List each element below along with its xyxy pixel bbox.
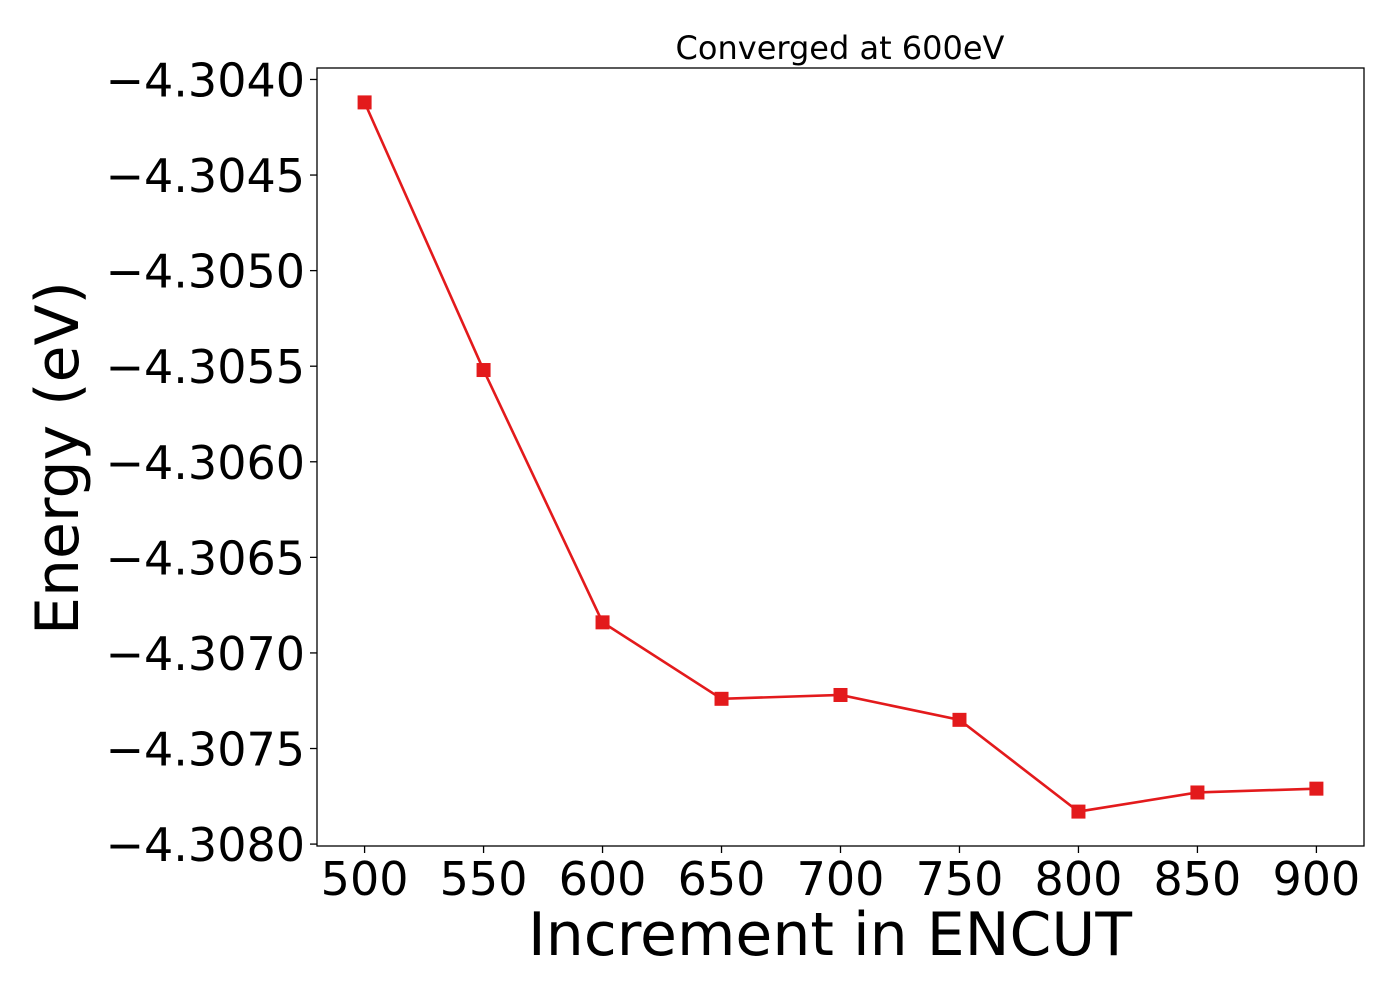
x-tick-label: 850 <box>1154 852 1242 906</box>
y-axis-label: Energy (eV) <box>23 281 93 635</box>
x-axis-label: Increment in ENCUT <box>528 900 1132 970</box>
x-axis-ticks: 500 550 600 650 700 750 800 850 900 <box>321 846 1361 906</box>
x-tick-label: 600 <box>559 852 647 906</box>
data-point-marker <box>833 687 848 702</box>
y-tick-label: −4.3065 <box>106 531 306 585</box>
data-point-marker <box>952 712 967 727</box>
chart-title: Converged at 600eV <box>676 29 1005 67</box>
y-tick-label: −4.3045 <box>106 149 306 203</box>
y-tick-label: −4.3080 <box>106 818 306 872</box>
x-tick-label: 500 <box>321 852 409 906</box>
x-tick-label: 650 <box>678 852 766 906</box>
y-axis-ticks: −4.3040 −4.3045 −4.3050 −4.3055 −4.3060 −4.30… <box>106 53 317 872</box>
y-tick-label: −4.3050 <box>106 245 306 299</box>
y-tick-label: −4.3075 <box>106 723 306 777</box>
plot-area <box>316 67 1365 847</box>
x-tick-label: 550 <box>440 852 528 906</box>
data-point-marker <box>595 615 610 630</box>
x-tick-label: 750 <box>916 852 1004 906</box>
x-tick-label: 800 <box>1035 852 1123 906</box>
y-tick-label: −4.3060 <box>106 436 306 490</box>
data-point-marker <box>1071 804 1086 819</box>
x-tick-label: 700 <box>797 852 885 906</box>
y-tick-label: −4.3040 <box>106 53 306 107</box>
y-tick-label: −4.3055 <box>106 340 306 394</box>
data-point-marker <box>476 363 491 378</box>
y-tick-label: −4.3070 <box>106 627 306 681</box>
data-point-marker <box>1309 781 1324 796</box>
data-point-marker <box>714 691 729 706</box>
x-tick-label: 900 <box>1273 852 1361 906</box>
data-point-marker <box>1190 785 1205 800</box>
data-point-marker <box>357 95 372 110</box>
series-layer <box>357 95 1324 819</box>
